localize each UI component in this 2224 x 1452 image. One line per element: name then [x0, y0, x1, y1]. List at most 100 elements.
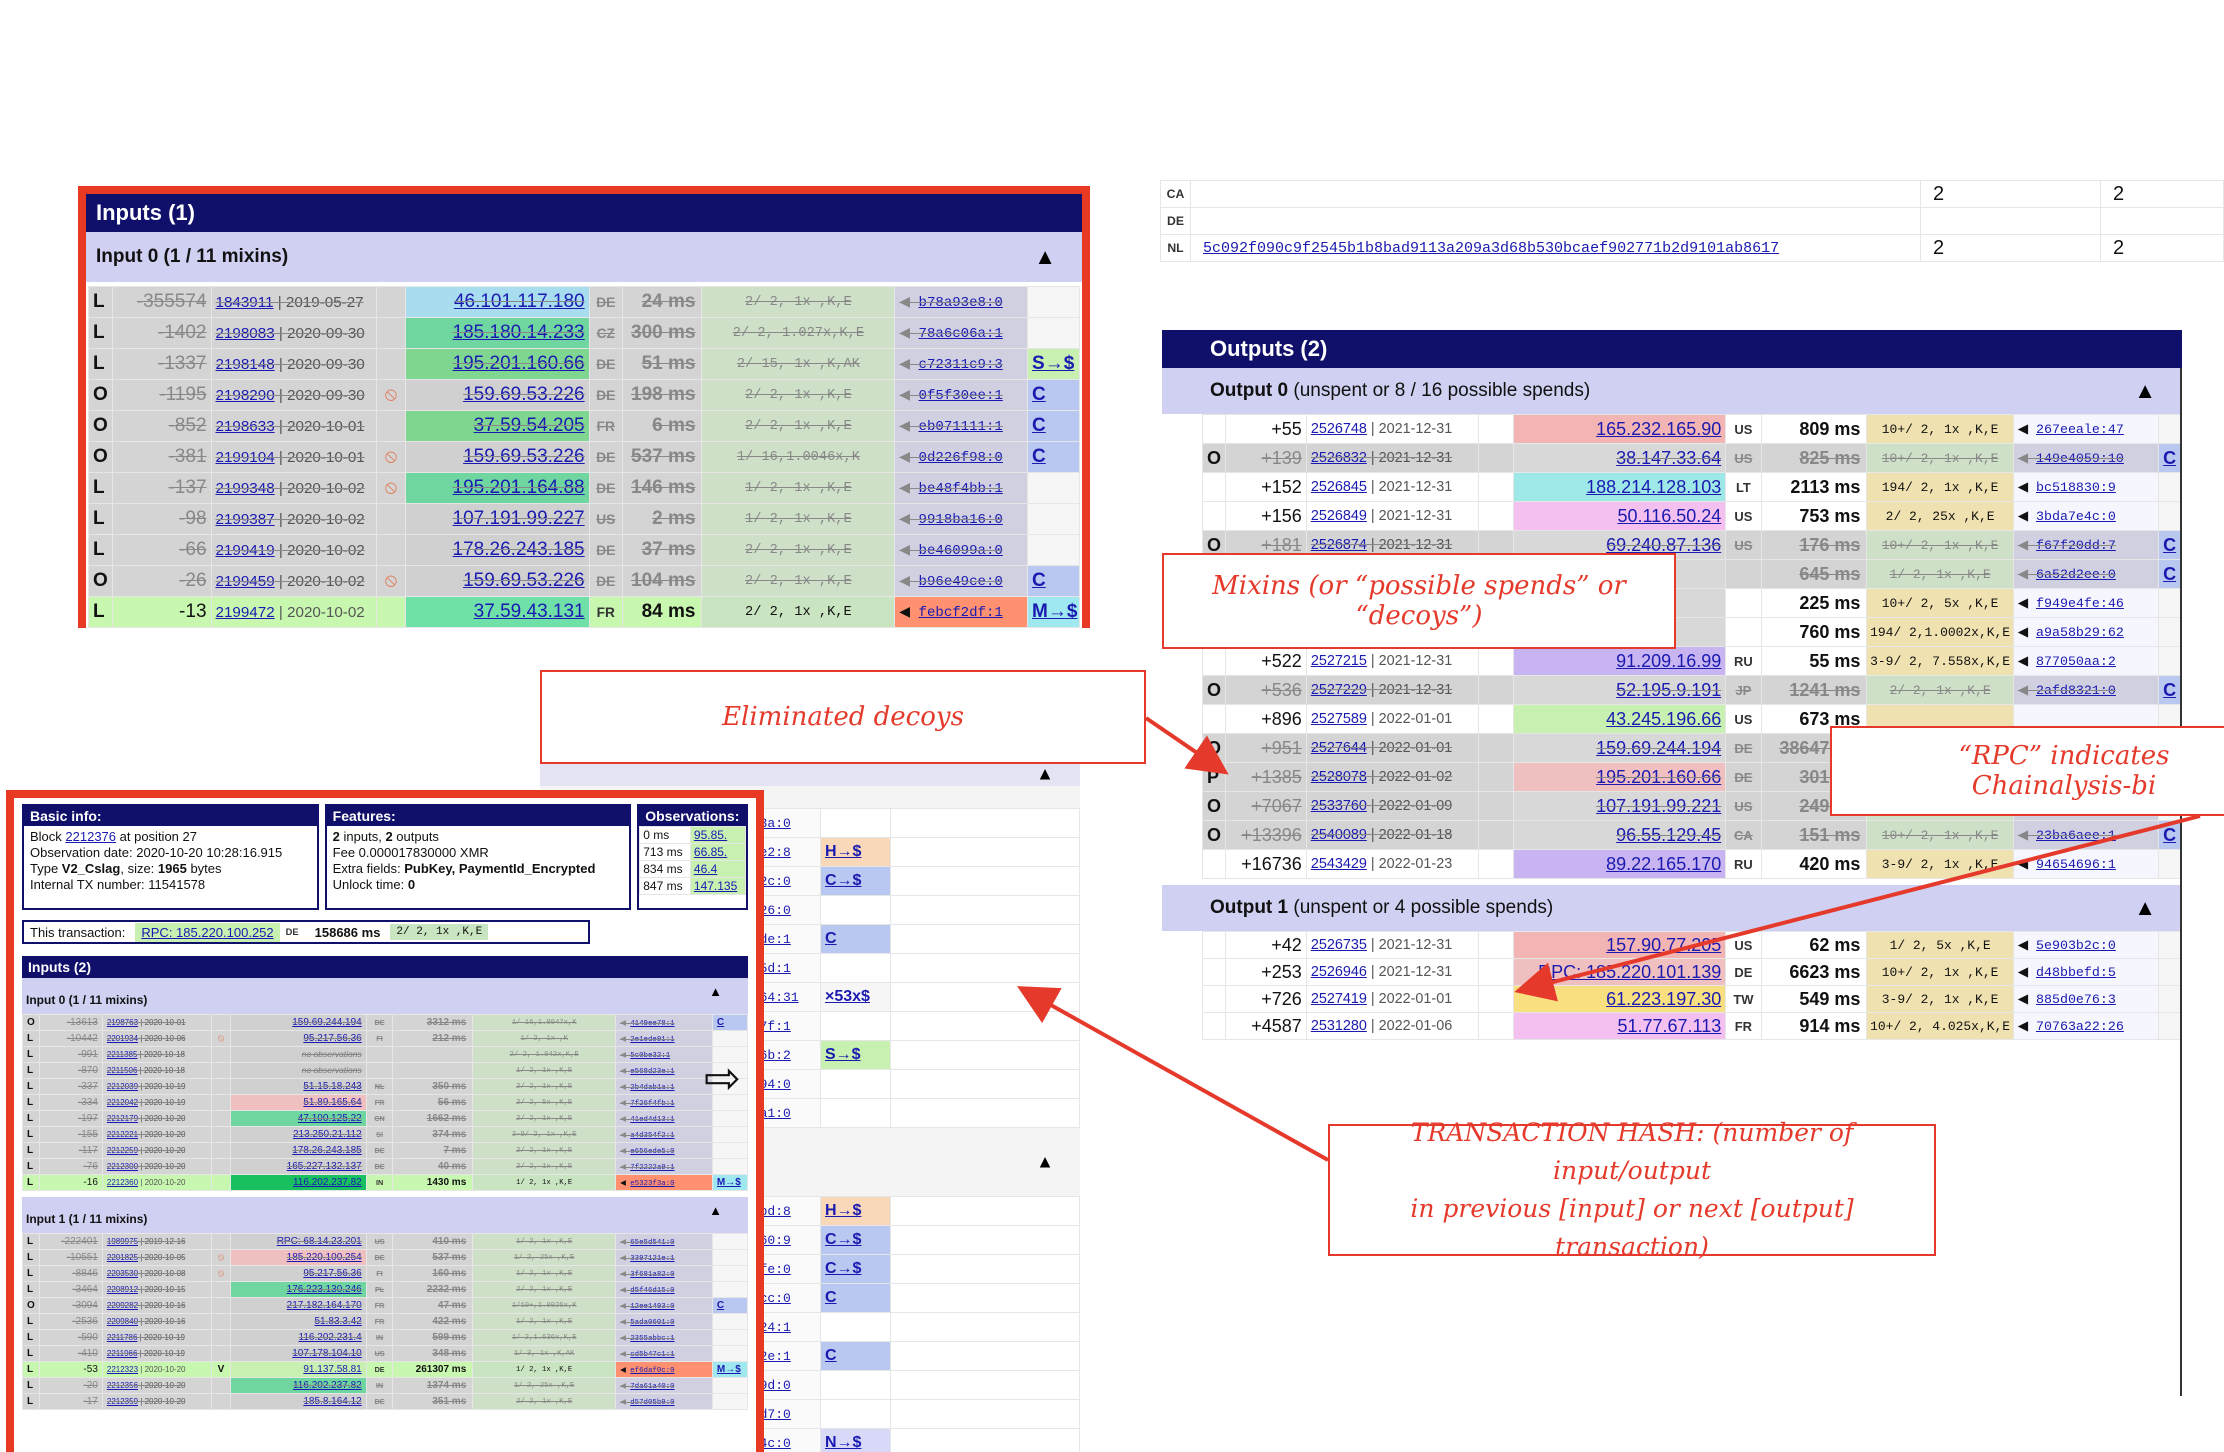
- tx-hash-link[interactable]: 3f681a82:0: [630, 1270, 675, 1279]
- block-link[interactable]: 2533760: [1310, 798, 1367, 814]
- node-ip-link[interactable]: 50.116.50.24: [1617, 505, 1722, 526]
- tx-hash-link[interactable]: f949e4fe:46: [2035, 595, 2124, 611]
- tx-hash-link[interactable]: 2b4dab1a:1: [630, 1083, 675, 1092]
- node-ip-link[interactable]: 95.85.: [693, 828, 728, 842]
- spend-type-link[interactable]: C: [1032, 415, 1046, 436]
- tx-hash-link[interactable]: e568d23e:1: [630, 1067, 675, 1076]
- block-link[interactable]: 2199472: [215, 603, 275, 621]
- block-link[interactable]: 2208912: [106, 1285, 139, 1294]
- tx-hash-link[interactable]: cd5b47c1:1: [630, 1350, 675, 1359]
- spend-type-link[interactable]: C→$: [825, 1231, 862, 1248]
- tx-hash-link[interactable]: 6a52d2ee:0: [2035, 566, 2116, 582]
- node-ip-link[interactable]: 107.178.104.10: [292, 1348, 362, 1359]
- spend-type-link[interactable]: C: [2163, 447, 2177, 468]
- middle-subheader-a[interactable]: ▲: [540, 762, 1080, 786]
- tx-hash-link[interactable]: 12ee1493:0: [630, 1302, 675, 1311]
- collapse-triangle-icon[interactable]: ▲: [2134, 895, 2156, 920]
- node-ip-link[interactable]: 46.4: [693, 862, 718, 876]
- tx-hash-link[interactable]: 0d226f98:0: [918, 449, 1003, 466]
- collapse-triangle-icon[interactable]: ▲: [1034, 244, 1056, 269]
- tx-hash-link[interactable]: 78a6c06a:1: [918, 325, 1003, 342]
- collapse-triangle-icon[interactable]: ▲: [1036, 1151, 1054, 1172]
- tx-hash-link[interactable]: febcf2df:1: [918, 604, 1003, 621]
- spend-type-link[interactable]: C→$: [825, 872, 862, 889]
- tx-hash-link[interactable]: 7da61a40:0: [630, 1382, 675, 1391]
- block-link[interactable]: 2212259: [106, 1146, 139, 1155]
- tx-hash-link[interactable]: 65e5d541:0: [630, 1238, 675, 1247]
- block-link[interactable]: 2211506: [106, 1066, 138, 1075]
- tx-hash-link[interactable]: 4149ee78:1: [630, 1019, 675, 1028]
- block-link[interactable]: 2527419: [1310, 991, 1367, 1007]
- tx-input-0-subheader[interactable]: Input 0 (1 / 11 mixins) ▲: [22, 978, 748, 1014]
- spend-type-link[interactable]: C: [716, 1300, 725, 1311]
- node-ip-link[interactable]: 95.217.56.36: [303, 1033, 362, 1044]
- block-link[interactable]: 2543429: [1310, 856, 1367, 872]
- node-ip-link[interactable]: 107.191.99.221: [1596, 795, 1722, 816]
- block-link[interactable]: 2527589: [1310, 711, 1367, 727]
- block-link[interactable]: 2527215: [1310, 653, 1367, 669]
- node-ip-link[interactable]: RPC: 68.14.23.201: [276, 1236, 362, 1247]
- block-link[interactable]: 2198290: [215, 386, 275, 404]
- block-link[interactable]: 2212356: [106, 1381, 139, 1390]
- block-link[interactable]: 1843911: [215, 293, 274, 311]
- tx-hash-link[interactable]: a4d354f2:1: [630, 1131, 675, 1140]
- spend-type-link[interactable]: C: [825, 930, 837, 947]
- tx-hash-link[interactable]: 2e1ede91:1: [630, 1035, 675, 1044]
- block-link[interactable]: 2526874: [1310, 537, 1367, 553]
- tx-hash-link[interactable]: 7f26f4fb:1: [630, 1099, 675, 1108]
- block-link[interactable]: 2527229: [1310, 682, 1367, 698]
- node-ip-link[interactable]: 195.201.164.88: [452, 477, 585, 498]
- block-link[interactable]: 2198148: [215, 355, 275, 373]
- tx-hash-link[interactable]: d48bbefd:5: [2035, 964, 2116, 980]
- node-ip-link[interactable]: 217.182.164.170: [286, 1300, 362, 1311]
- block-link[interactable]: 2212360: [106, 1178, 139, 1187]
- block-link[interactable]: 2203530: [106, 1269, 139, 1278]
- block-link[interactable]: 2198083: [215, 324, 275, 342]
- tx-hash-link[interactable]: 94654696:1: [2035, 856, 2116, 872]
- node-ip-link[interactable]: 165.227.132.137: [286, 1161, 362, 1172]
- collapse-triangle-icon[interactable]: ▲: [1036, 763, 1054, 784]
- collapse-triangle-icon[interactable]: ▲: [2134, 378, 2156, 403]
- tx-hash-link[interactable]: 7f2222a9:1: [630, 1163, 675, 1172]
- block-link[interactable]: 2212179: [106, 1114, 139, 1123]
- tx-hash-link[interactable]: 267eeale:47: [2035, 421, 2124, 437]
- node-ip-link[interactable]: 159.69.53.226: [463, 384, 585, 405]
- node-ip-link[interactable]: 116.202.231.4: [298, 1332, 362, 1343]
- tx-input-1-subheader[interactable]: Input 1 (1 / 11 mixins) ▲: [22, 1197, 748, 1233]
- spend-type-link[interactable]: M→$: [716, 1177, 741, 1188]
- block-link[interactable]: 1989975: [106, 1237, 139, 1246]
- tx-hash-link[interactable]: d57d05b9:0: [630, 1398, 675, 1407]
- block-link[interactable]: 2209840: [106, 1317, 139, 1326]
- node-ip-link[interactable]: 46.101.117.180: [453, 291, 585, 312]
- tx-hash-link[interactable]: 23ba6aee:1: [2035, 827, 2116, 843]
- tx-hash-link[interactable]: 877050aa:2: [2035, 653, 2116, 669]
- node-ip-link[interactable]: 69.240.87.136: [1606, 534, 1722, 555]
- spend-type-link[interactable]: H→$: [825, 843, 862, 860]
- spend-type-link[interactable]: N→$: [825, 1434, 862, 1451]
- spend-type-link[interactable]: M→$: [1032, 601, 1078, 622]
- block-link[interactable]: 2198763: [106, 1018, 139, 1027]
- block-link[interactable]: 2199387: [215, 510, 275, 528]
- tx-hash-link[interactable]: b96e49ce:0: [918, 573, 1003, 590]
- node-ip-link[interactable]: 159.69.53.226: [463, 446, 585, 467]
- spend-type-link[interactable]: M→$: [716, 1364, 741, 1375]
- block-link[interactable]: 2211966: [106, 1349, 138, 1358]
- tx-hash-link[interactable]: 5c092f090c9f2545b1b8bad9113a209a3d68b530…: [1203, 239, 1780, 257]
- node-ip-link[interactable]: 47.100.125.22: [297, 1113, 362, 1124]
- node-ip-link[interactable]: 51.15.18.243: [303, 1081, 362, 1092]
- tx-hash-link[interactable]: e5323f3a:0: [630, 1179, 675, 1188]
- tx-hash-link[interactable]: be46099a:0: [918, 542, 1003, 559]
- tx-hash-link[interactable]: f67f20dd:7: [2035, 537, 2116, 553]
- spend-type-link[interactable]: C: [1032, 446, 1046, 467]
- block-link[interactable]: 2209282: [106, 1301, 139, 1310]
- node-ip-link[interactable]: 61.223.197.30: [1606, 988, 1722, 1009]
- block-link[interactable]: 2198633: [215, 417, 275, 435]
- node-ip-link[interactable]: 213.250.21.112: [292, 1129, 362, 1140]
- spend-type-link[interactable]: C: [2163, 824, 2177, 845]
- node-ip-link[interactable]: 195.201.160.66: [1596, 766, 1722, 787]
- tx-hash-link[interactable]: be48f4bb:1: [918, 480, 1003, 497]
- tx-hash-link[interactable]: eb071111:1: [918, 418, 1003, 435]
- node-ip-link[interactable]: 185.180.14.233: [452, 322, 585, 343]
- node-ip-link[interactable]: 178.26.243.185: [452, 539, 585, 560]
- spend-type-link[interactable]: S→$: [1032, 353, 1075, 374]
